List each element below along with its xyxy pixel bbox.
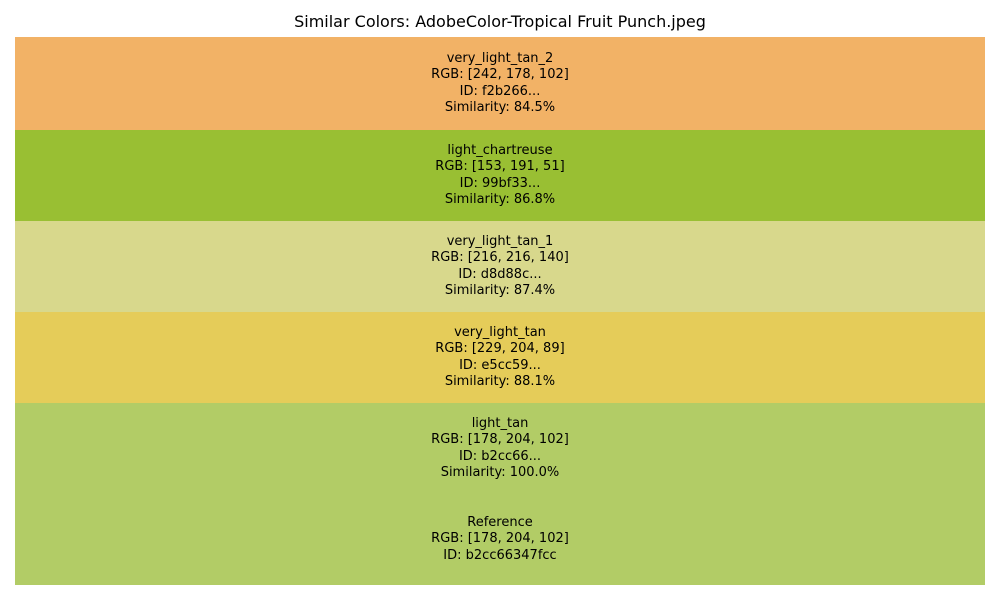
swatch-similarity: Similarity: 88.1% xyxy=(444,373,556,389)
swatch-name: light_tan xyxy=(471,415,529,431)
swatch-id: ID: 99bf33... xyxy=(459,175,541,191)
swatch-rgb: RGB: [178, 204, 102] xyxy=(431,531,569,547)
color-swatch: very_light_tan_2 RGB: [242, 178, 102] ID: … xyxy=(15,37,985,130)
chart-title: Similar Colors: AdobeColor-Tropical Frui… xyxy=(294,12,706,31)
swatch-name: very_light_tan xyxy=(454,324,546,340)
swatch-name: light_chartreuse xyxy=(447,142,553,158)
swatch-label: very_light_tan_2 RGB: [242, 178, 102] ID: … xyxy=(431,51,569,116)
color-swatch: light_tan RGB: [178, 204, 102] ID: b2cc66.… xyxy=(15,403,985,494)
swatch-label: very_light_tan RGB: [229, 204, 89] ID: e5c… xyxy=(435,325,564,390)
swatch-id: ID: e5cc59... xyxy=(459,357,541,373)
swatch-similarity: Similarity: 84.5% xyxy=(444,99,556,115)
swatch-name: Reference xyxy=(467,515,533,531)
swatch-label: light_tan RGB: [178, 204, 102] ID: b2cc66.… xyxy=(431,416,569,481)
color-swatch: light_chartreuse RGB: [153, 191, 51] ID: 9… xyxy=(15,130,985,221)
color-swatch: very_light_tan_1 RGB: [216, 216, 140] ID: … xyxy=(15,221,985,312)
swatch-id: ID: d8d88c... xyxy=(458,266,542,282)
swatch-id: ID: b2cc66347fcc xyxy=(443,547,557,563)
swatch-rgb: RGB: [178, 204, 102] xyxy=(431,432,569,448)
swatch-rgb: RGB: [153, 191, 51] xyxy=(435,159,565,175)
swatch-id: ID: f2b266... xyxy=(459,83,541,99)
swatch-id: ID: b2cc66... xyxy=(458,448,542,464)
swatch-similarity: Similarity: 100.0% xyxy=(440,464,560,480)
color-swatch-chart: very_light_tan_2 RGB: [242, 178, 102] ID: … xyxy=(15,37,985,585)
swatch-label: Reference RGB: [178, 204, 102] ID: b2cc663… xyxy=(431,515,569,564)
reference-swatch: Reference RGB: [178, 204, 102] ID: b2cc663… xyxy=(15,494,985,585)
swatch-similarity: Similarity: 87.4% xyxy=(444,282,556,298)
swatch-label: very_light_tan_1 RGB: [216, 216, 140] ID: … xyxy=(431,234,569,299)
color-swatch: very_light_tan RGB: [229, 204, 89] ID: e5c… xyxy=(15,312,985,403)
swatch-rgb: RGB: [216, 216, 140] xyxy=(431,250,569,266)
swatch-name: very_light_tan_1 xyxy=(446,233,554,249)
swatch-label: light_chartreuse RGB: [153, 191, 51] ID: 9… xyxy=(435,143,564,208)
swatch-name: very_light_tan_2 xyxy=(446,50,554,66)
swatch-rgb: RGB: [242, 178, 102] xyxy=(431,67,569,83)
swatch-similarity: Similarity: 86.8% xyxy=(444,191,556,207)
swatch-rgb: RGB: [229, 204, 89] xyxy=(435,341,565,357)
